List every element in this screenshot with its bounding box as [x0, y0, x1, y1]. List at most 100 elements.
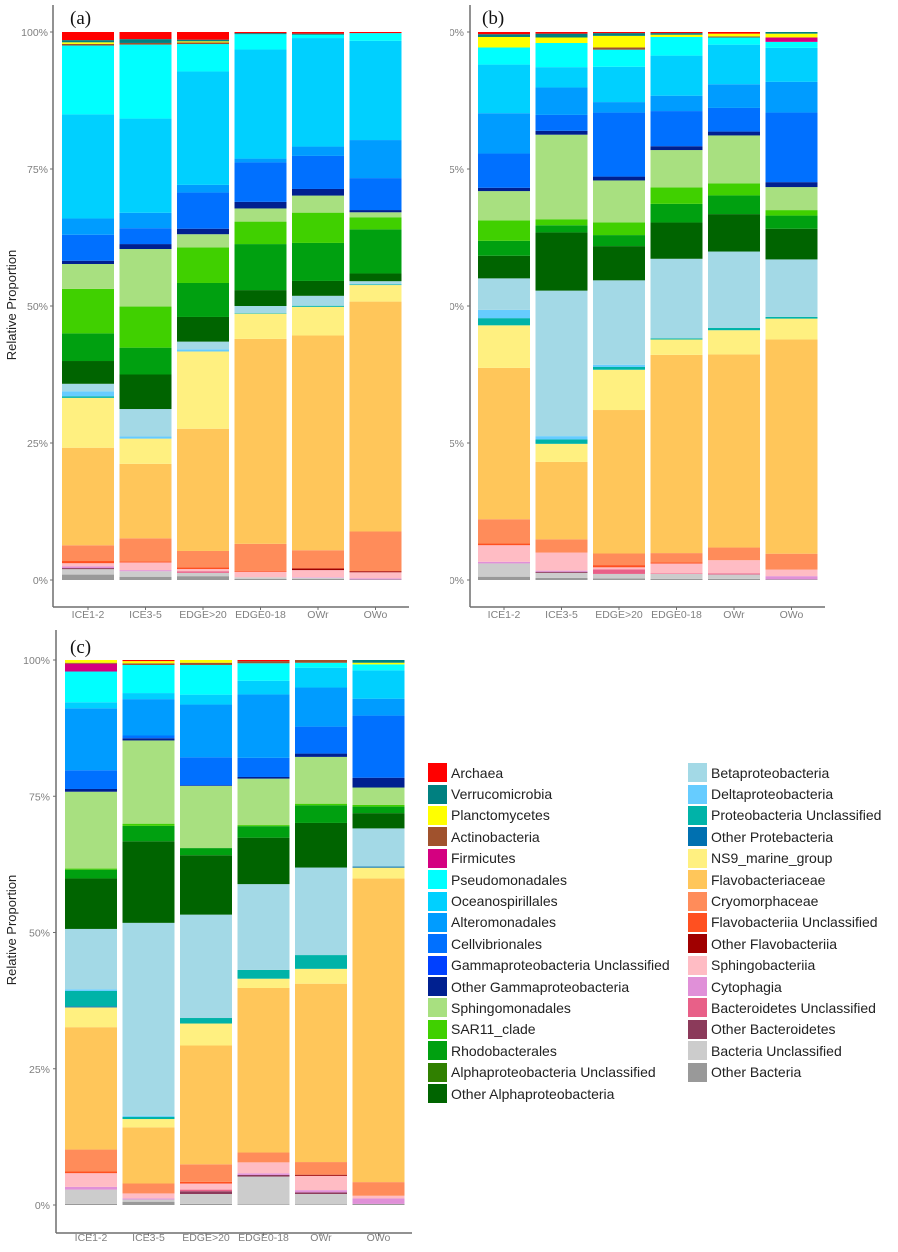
legend-label: Verrucomicrobia	[451, 786, 553, 803]
bar-segment	[535, 539, 588, 553]
bar-segment	[62, 383, 114, 392]
bar-segment	[535, 67, 588, 88]
bar-segment	[119, 39, 172, 43]
x-tick-label: ICE1-2	[488, 609, 521, 621]
legend-label: Gammaproteobacteria Unclassified	[451, 957, 670, 974]
x-tick-label: EDGE>20	[595, 609, 643, 621]
legend-label: Betaproteobacteria	[711, 764, 830, 781]
bar-segment	[237, 660, 290, 662]
bar-segment	[119, 576, 172, 580]
bar-segment	[292, 335, 344, 551]
bar-segment	[180, 785, 232, 849]
bar-segment	[234, 208, 287, 222]
bar-segment	[180, 1194, 232, 1204]
bar-segment	[234, 244, 287, 291]
bar-segment	[535, 232, 588, 291]
legend-item: Cryomorphaceae	[688, 890, 881, 911]
legend-item: Bacteria Unclassified	[688, 1040, 881, 1061]
bar-segment	[295, 1190, 347, 1193]
bar-segment	[119, 347, 172, 375]
bar-segment	[765, 182, 818, 188]
bar-segment	[650, 222, 703, 259]
bar-segment	[122, 699, 175, 736]
legend-swatch	[428, 955, 447, 975]
bar-stack-OWo	[765, 32, 818, 580]
bar-segment	[349, 210, 402, 213]
y-tick-label: 100%	[21, 27, 48, 39]
bar-segment	[292, 155, 344, 189]
bar-segment	[65, 1006, 117, 1008]
legend-label: Alphaproteobacteria Unclassified	[451, 1064, 656, 1081]
bar-segment	[180, 664, 232, 695]
legend-label: Other Bacteroidetes	[711, 1021, 836, 1038]
legend-item: Actinobacteria	[428, 826, 670, 847]
bar-segment	[535, 570, 588, 572]
bar-segment	[349, 572, 402, 579]
bar-segment	[177, 282, 229, 317]
bar-segment	[65, 928, 117, 990]
bar-segment	[295, 662, 347, 668]
bar-segment	[349, 531, 402, 572]
bar-segment	[352, 698, 405, 716]
bar-segment	[708, 354, 760, 548]
bar-segment	[295, 1162, 347, 1175]
bar-segment	[765, 210, 818, 216]
bar-segment	[349, 284, 402, 286]
legend-item: Other Protebacteria	[688, 826, 881, 847]
bar-segment	[650, 578, 703, 580]
bar-segment	[122, 740, 175, 824]
bar-segment	[708, 183, 760, 196]
y-tick-label: 50%	[27, 301, 48, 313]
bar-segment	[180, 704, 232, 758]
bar-segment	[292, 280, 344, 296]
bar-segment	[119, 228, 172, 245]
bar-segment	[119, 463, 172, 539]
bar-segment	[234, 32, 287, 34]
bar-segment	[535, 552, 588, 571]
bar-segment	[180, 848, 232, 856]
bar-segment	[177, 44, 229, 72]
legend-swatch	[428, 784, 447, 804]
bar-segment	[122, 841, 175, 923]
bar-segment	[650, 338, 703, 340]
bar-segment	[62, 234, 114, 261]
y-tick-label: 50%	[450, 301, 464, 313]
legend-swatch	[688, 1062, 707, 1082]
y-tick-label: 75%	[29, 791, 50, 803]
legend-label: Other Protebacteria	[711, 828, 834, 845]
legend-swatch	[688, 891, 707, 911]
y-tick-label: 25%	[450, 438, 464, 450]
x-tick-label: OWr	[723, 609, 745, 621]
bar-segment	[62, 260, 114, 264]
bar-segment	[593, 369, 645, 411]
bar-segment	[352, 804, 405, 807]
bar-segment	[535, 33, 588, 38]
bar-segment	[234, 577, 287, 579]
bar-stack-ICE3-5	[122, 660, 175, 1205]
bar-segment	[177, 234, 229, 248]
bar-segment	[535, 225, 588, 233]
bar-segment	[295, 726, 347, 754]
bar-segment	[292, 577, 344, 578]
bar-segment	[65, 770, 117, 789]
bar-segment	[765, 32, 818, 34]
legend-label: Flavobacteriia Unclassified	[711, 914, 878, 931]
bar-stack-EDGE0-18	[237, 660, 290, 1205]
bar-segment	[177, 42, 229, 45]
bar-segment	[177, 550, 229, 568]
bar-segment	[237, 884, 290, 970]
bar-segment	[593, 567, 645, 570]
legend-item: SAR11_clade	[428, 1019, 670, 1040]
panel-label: (a)	[70, 8, 91, 29]
y-tick-label: 25%	[29, 1064, 50, 1076]
bar-stack-OWo	[349, 32, 402, 580]
bar-segment	[650, 111, 703, 147]
bar-segment	[65, 989, 117, 991]
bar-segment	[177, 228, 229, 235]
bar-segment	[535, 461, 588, 540]
bar-segment	[122, 1198, 175, 1200]
bar-segment	[295, 667, 347, 688]
bar-segment	[177, 316, 229, 342]
bar-segment	[237, 969, 290, 979]
bar-segment	[295, 1192, 347, 1194]
